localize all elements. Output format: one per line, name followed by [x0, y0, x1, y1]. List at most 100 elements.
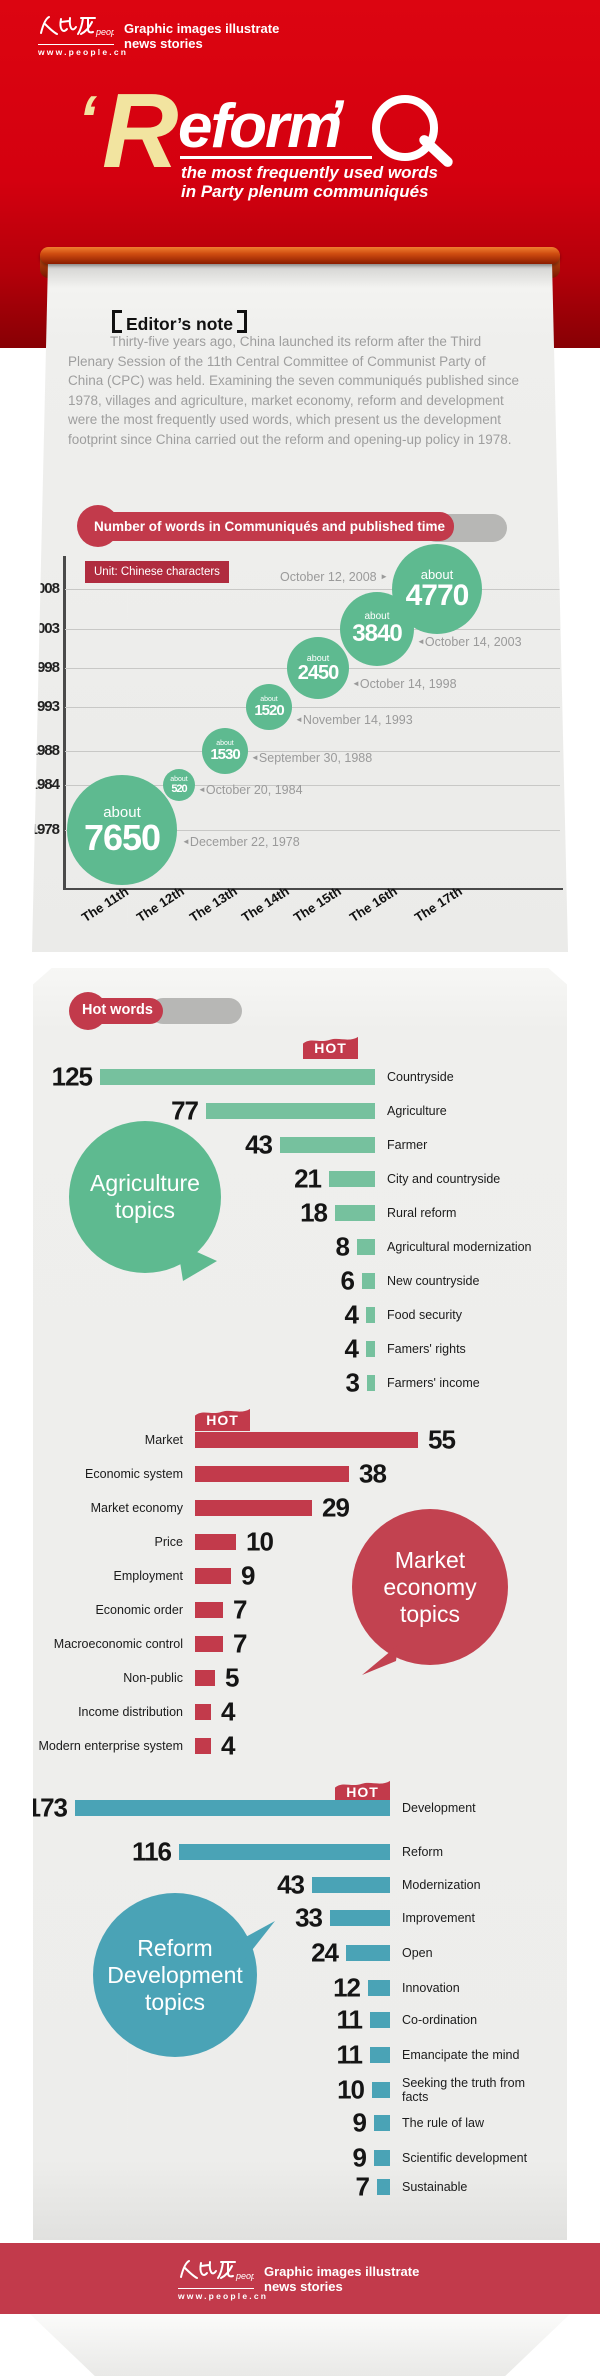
tagline-line-1: Graphic images illustrate	[264, 2264, 420, 2279]
tagline-line-1: Graphic images illustrate	[124, 21, 280, 36]
bar-label: Open	[402, 1946, 433, 1960]
section-title-words-time: Number of words in Communiqués and publi…	[94, 519, 446, 534]
bar-employment	[195, 1568, 231, 1584]
bar-label: New countryside	[387, 1274, 480, 1288]
gridline	[65, 589, 560, 590]
sheet-communique-chart: Editor’s note Thirty-five years ago, Chi…	[32, 258, 568, 952]
bar-label: Sustainable	[402, 2180, 468, 2194]
bubble-about-label: about	[364, 611, 390, 623]
bar-label: Economic order	[95, 1603, 183, 1617]
hot-ribbon-agriculture: HOT	[303, 1034, 358, 1059]
site-url: www.people.cn	[178, 2288, 266, 2301]
bar-improvement	[330, 1910, 390, 1926]
date-arrow-icon: ◄	[251, 753, 259, 762]
gridline	[65, 830, 560, 831]
bar-value: 43	[245, 1129, 273, 1160]
bar-non-public	[195, 1670, 215, 1686]
bar-label: Price	[154, 1535, 183, 1549]
bar-value: 4	[221, 1730, 236, 1761]
hot-badge: HOT	[314, 1040, 347, 1056]
section-pill-dot	[77, 505, 119, 547]
bubble-the-15th: about 2450	[287, 637, 349, 699]
y-axis-year-label: 1993	[29, 698, 60, 715]
bar-value: 9	[352, 2107, 367, 2138]
gridline	[65, 707, 560, 708]
bar-new-countryside	[362, 1273, 375, 1289]
bubble-the-13th: about 1530	[202, 728, 248, 774]
date-arrow-icon: ◄	[352, 679, 360, 688]
bar-co-ordination	[370, 2012, 390, 2028]
bar-label: Innovation	[402, 1981, 460, 1995]
footer-banner: 人民网 people www.people.cn Graphic images …	[0, 2243, 600, 2314]
unit-badge: Unit: Chinese characters	[85, 561, 229, 583]
publish-date: ◄September 30, 1988	[251, 751, 373, 765]
gridline	[65, 629, 560, 630]
bar-economic-system	[195, 1466, 349, 1482]
hot-badge: HOT	[206, 1412, 239, 1428]
bar-value: 4	[221, 1696, 236, 1727]
bar-label: Famers' rights	[387, 1342, 466, 1356]
bar-label: Co-ordination	[402, 2013, 478, 2027]
gridline	[65, 785, 560, 786]
bubble-about-label: about	[306, 652, 330, 663]
bar-label: Modern enterprise system	[38, 1739, 183, 1753]
bubble-value: 520	[171, 782, 187, 795]
bar-label: Non-public	[123, 1671, 183, 1685]
bubble-about-label: about	[216, 739, 234, 747]
bar-market	[195, 1432, 418, 1448]
bar-farmers-income	[367, 1375, 375, 1391]
header-tagline: Graphic images illustrate news stories	[124, 21, 279, 51]
title-text: eform	[178, 92, 342, 161]
paper-bottom-fold	[30, 2314, 570, 2376]
bubble-the-17th: about 4770	[392, 544, 482, 634]
bar-label: Improvement	[402, 1911, 475, 1925]
title-initial-letter: R	[102, 72, 179, 190]
bar-value: 7	[355, 2171, 370, 2202]
bracket-open	[112, 310, 122, 333]
market-topics-label: Market economy topics	[383, 1546, 477, 1627]
bar-label: Development	[402, 1801, 476, 1815]
hotwords-pill-tail	[150, 998, 242, 1024]
bar-value: 77	[171, 1095, 199, 1126]
y-axis-year-label: 2003	[29, 620, 60, 637]
bar-sustainable	[377, 2179, 390, 2195]
subtitle-line-2: in Party plenum communiqués	[181, 182, 429, 201]
bar-value: 38	[359, 1458, 387, 1489]
bar-value: 12	[333, 1972, 361, 2003]
bar-farmer	[280, 1137, 375, 1153]
bar-macroeconomic-control	[195, 1636, 223, 1652]
tagline-line-2: news stories	[124, 36, 203, 51]
y-axis-year-label: 1988	[29, 742, 60, 759]
bar-label: The rule of law	[402, 2116, 484, 2130]
bar-value: 21	[294, 1163, 322, 1194]
bar-value: 173	[26, 1792, 68, 1823]
bar-value: 116	[132, 1836, 172, 1867]
bar-income-distribution	[195, 1704, 211, 1720]
logo-script-icon: people	[40, 16, 123, 37]
title-open-quote: ‘	[78, 82, 97, 156]
bar-label: Agriculture	[387, 1104, 447, 1118]
hot-ribbon-market: HOT	[195, 1406, 250, 1431]
bar-famers-rights	[366, 1341, 375, 1357]
reform-topics-bubble: Reform Development topics	[93, 1893, 275, 2057]
bar-value: 3	[345, 1367, 360, 1398]
title-close-quote: ’	[328, 88, 344, 151]
date-arrow-icon: ◄	[182, 837, 190, 846]
bar-seeking-the-truth-from-facts	[372, 2082, 390, 2098]
agriculture-topics-bubble: Agriculture topics	[69, 1121, 221, 1281]
title-underline	[180, 156, 372, 159]
bar-food-security	[366, 1307, 375, 1323]
editors-note-heading: Editor’s note	[112, 310, 247, 335]
bubble-value: 3840	[352, 620, 402, 648]
bar-value: 55	[428, 1424, 456, 1455]
reform-topics-label: Reform Development topics	[107, 1934, 243, 2015]
publish-date: ◄October 14, 1998	[352, 677, 457, 691]
bar-label: Agricultural modernization	[387, 1240, 532, 1254]
bar-value: 29	[322, 1492, 350, 1523]
speech-tail-icon	[177, 1243, 217, 1281]
bar-reform	[179, 1844, 390, 1860]
bar-value: 33	[295, 1902, 323, 1933]
date-arrow-icon: ►	[380, 572, 388, 581]
people-cn-logo: 人民网 people www.people.cn	[38, 14, 126, 57]
bar-value: 11	[336, 2039, 364, 2070]
